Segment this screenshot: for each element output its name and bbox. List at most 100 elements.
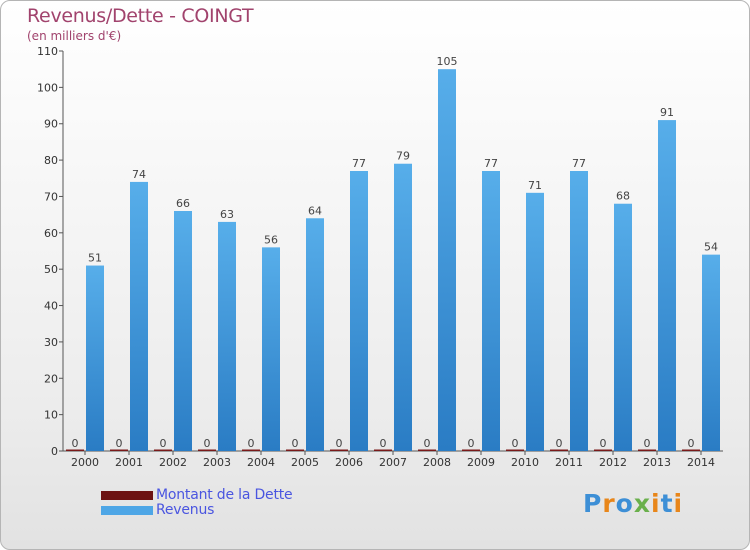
value-label-revenus: 79 [396, 150, 410, 163]
value-label-dette: 0 [72, 437, 79, 450]
legend-swatch-dette [101, 490, 153, 500]
x-tick-label: 2002 [159, 456, 187, 469]
value-label-revenus: 51 [88, 252, 102, 265]
y-axis: 0 10 20 30 40 50 60 70 80 90 100 110 [37, 45, 64, 458]
bar-revenus [570, 171, 588, 451]
value-label-revenus: 71 [528, 179, 542, 192]
value-label-dette: 0 [600, 437, 607, 450]
bar-revenus [130, 181, 148, 451]
value-label-revenus: 105 [437, 55, 458, 68]
bar-revenus [394, 163, 412, 451]
x-tick-label: 2005 [291, 456, 319, 469]
x-axis: 2000 2001 2002 2003 2004 2005 2006 2007 2008 2009… [63, 450, 723, 469]
bar-revenus [526, 192, 544, 451]
bars [66, 69, 720, 451]
bar-dette [66, 449, 84, 451]
bar-dette [638, 449, 656, 451]
x-tick-label: 2011 [555, 456, 583, 469]
y-tick-label: 0 [51, 445, 58, 458]
value-label-revenus: 77 [572, 157, 586, 170]
value-label-revenus: 68 [616, 190, 630, 203]
x-tick-label: 2009 [467, 456, 495, 469]
legend-item-revenus: Revenus [101, 502, 214, 518]
value-label-dette: 0 [204, 437, 211, 450]
value-label-revenus: 77 [484, 157, 498, 170]
value-label-dette: 0 [688, 437, 695, 450]
bar-revenus [438, 69, 456, 451]
bar-dette [330, 449, 348, 451]
bar-revenus [658, 120, 676, 451]
y-tick-label: 30 [44, 336, 58, 349]
x-tick-label: 2000 [71, 456, 99, 469]
bar-revenus [350, 171, 368, 451]
bar-revenus [218, 221, 236, 451]
x-tick-label: 2008 [423, 456, 451, 469]
value-labels: 0 51 0 74 0 66 0 63 0 56 0 64 0 77 0 79 0 105 0 77 0 71 0 77 0 68… [72, 55, 719, 450]
x-tick-label: 2001 [115, 456, 143, 469]
value-label-dette: 0 [248, 437, 255, 450]
value-label-revenus: 91 [660, 106, 674, 119]
chart-subtitle: (en milliers d'€) [27, 29, 122, 43]
x-tick-label: 2012 [599, 456, 627, 469]
bar-dette [110, 449, 128, 451]
bar-revenus [482, 171, 500, 451]
value-label-revenus: 63 [220, 208, 234, 221]
proxiti-logo: Proxiti [583, 489, 684, 518]
legend-label-dette: Montant de la Dette [156, 487, 293, 503]
value-label-dette: 0 [116, 437, 123, 450]
y-tick-label: 20 [44, 372, 58, 385]
bar-revenus [262, 247, 280, 451]
x-tick-label: 2007 [379, 456, 407, 469]
legend-item-dette: Montant de la Dette [101, 487, 293, 503]
y-tick-label: 50 [44, 263, 58, 276]
x-tick-label: 2013 [643, 456, 671, 469]
bar-dette [374, 449, 392, 451]
legend-label-revenus: Revenus [156, 502, 215, 518]
value-label-dette: 0 [336, 437, 343, 450]
bar-dette [594, 449, 612, 451]
value-label-dette: 0 [512, 437, 519, 450]
value-label-dette: 0 [160, 437, 167, 450]
value-label-dette: 0 [468, 437, 475, 450]
y-tick-label: 40 [44, 300, 58, 313]
y-tick-label: 80 [44, 154, 58, 167]
bar-dette [462, 449, 480, 451]
y-tick-label: 60 [44, 227, 58, 240]
value-label-revenus: 74 [132, 168, 146, 181]
bar-revenus [306, 218, 324, 451]
value-label-dette: 0 [292, 437, 299, 450]
bar-dette [286, 449, 304, 451]
bar-dette [418, 449, 436, 451]
value-label-revenus: 66 [176, 197, 190, 210]
bar-dette [506, 449, 524, 451]
value-label-revenus: 54 [704, 241, 718, 254]
value-label-revenus: 64 [308, 204, 322, 217]
bar-revenus [86, 265, 104, 451]
value-label-dette: 0 [644, 437, 651, 450]
chart-title: Revenus/Dette - COINGT [27, 5, 254, 27]
bar-dette [550, 449, 568, 451]
value-label-revenus: 77 [352, 157, 366, 170]
bar-revenus [702, 254, 720, 451]
x-tick-label: 2010 [511, 456, 539, 469]
x-tick-label: 2003 [203, 456, 231, 469]
legend-swatch-revenus [101, 505, 153, 515]
y-tick-label: 70 [44, 190, 58, 203]
value-label-dette: 0 [556, 437, 563, 450]
bar-dette [198, 449, 216, 451]
value-label-revenus: 56 [264, 233, 278, 246]
bar-dette [682, 449, 700, 451]
y-tick-label: 110 [37, 45, 58, 58]
bar-dette [154, 449, 172, 451]
bar-revenus [174, 211, 192, 451]
bar-dette [242, 449, 260, 451]
y-tick-label: 100 [37, 81, 58, 94]
y-tick-label: 90 [44, 118, 58, 131]
x-tick-label: 2006 [335, 456, 363, 469]
value-label-dette: 0 [380, 437, 387, 450]
y-tick-label: 10 [44, 409, 58, 422]
value-label-dette: 0 [424, 437, 431, 450]
x-tick-label: 2014 [687, 456, 715, 469]
